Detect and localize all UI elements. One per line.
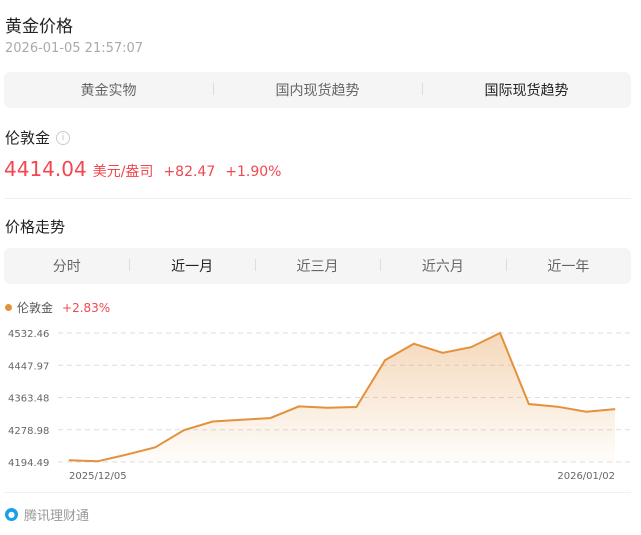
info-icon[interactable]: i: [56, 130, 71, 145]
data-point: [240, 419, 242, 421]
data-point: [154, 446, 156, 448]
range-tab-6m[interactable]: 近六月: [380, 256, 505, 276]
source: ● 腾讯理财通: [5, 505, 89, 524]
quote-price: 4414.04 美元/盎司 +82.47 +1.90%: [4, 157, 281, 181]
x-label-start: 2025/12/05: [69, 471, 127, 482]
y-tick-label: 4532.46: [8, 329, 49, 340]
market-tabs: 黄金实物 国内现货趋势 国际现货趋势: [4, 72, 631, 108]
data-point: [528, 403, 530, 405]
data-point: [470, 346, 472, 348]
chart-legend: 伦敦金 +2.83%: [5, 299, 110, 316]
x-label-end: 2026/01/02: [557, 471, 615, 482]
legend-change: +2.83%: [62, 300, 111, 315]
divider: [4, 198, 631, 199]
source-label[interactable]: 腾讯理财通: [24, 509, 90, 524]
quote-name: 伦敦金 i: [5, 127, 71, 148]
quote-name-label: 伦敦金: [5, 129, 51, 147]
timestamp: 2026-01-05 21:57:07: [5, 41, 144, 56]
data-point: [355, 406, 357, 408]
chart-line: [68, 331, 616, 463]
price-chart: 4532.46 4447.97 4363.48 4278.98 4194.49 2025…: [8, 329, 630, 482]
chart-area: [69, 333, 615, 462]
data-point: [68, 459, 70, 461]
price-change-pct: +1.90%: [225, 164, 282, 180]
data-point: [442, 352, 444, 354]
data-point: [269, 417, 271, 419]
data-point: [125, 454, 127, 456]
range-tab-1y[interactable]: 近一年: [505, 256, 631, 276]
tab-domestic-spot[interactable]: 国内现货趋势: [213, 80, 422, 100]
page-title: 黄金价格: [5, 17, 73, 37]
price-value: 4414.04: [4, 157, 87, 181]
y-tick-label: 4194.49: [8, 458, 49, 469]
data-point: [212, 420, 214, 422]
data-point: [298, 405, 300, 407]
divider: [4, 492, 631, 493]
y-tick-label: 4447.97: [8, 361, 49, 372]
trend-title: 价格走势: [5, 218, 66, 236]
y-tick-label: 4278.98: [8, 426, 49, 437]
data-point: [327, 407, 329, 409]
data-point: [97, 460, 99, 462]
price-unit: 美元/盎司: [92, 164, 154, 180]
data-point: [499, 332, 501, 334]
data-point: [413, 343, 415, 345]
range-tab-3m[interactable]: 近三月: [254, 256, 380, 276]
tab-international-spot[interactable]: 国际现货趋势: [422, 80, 631, 100]
range-tab-intraday[interactable]: 分时: [52, 259, 81, 275]
data-point: [384, 359, 386, 361]
price-change: +82.47: [163, 164, 216, 180]
data-point: [183, 429, 185, 431]
range-tab-1m[interactable]: 近一月: [129, 256, 254, 276]
licaitong-logo-icon: ●: [5, 508, 18, 521]
data-point: [614, 408, 616, 410]
range-tabs: 分时 近一月 近三月 近六月 近一年: [4, 248, 631, 284]
tab-physical-gold[interactable]: 黄金实物: [80, 83, 137, 99]
legend-dot: [5, 304, 12, 311]
data-point: [557, 406, 559, 408]
data-point: [585, 411, 587, 413]
legend-name: 伦敦金: [17, 301, 54, 315]
y-tick-label: 4363.48: [8, 394, 49, 405]
